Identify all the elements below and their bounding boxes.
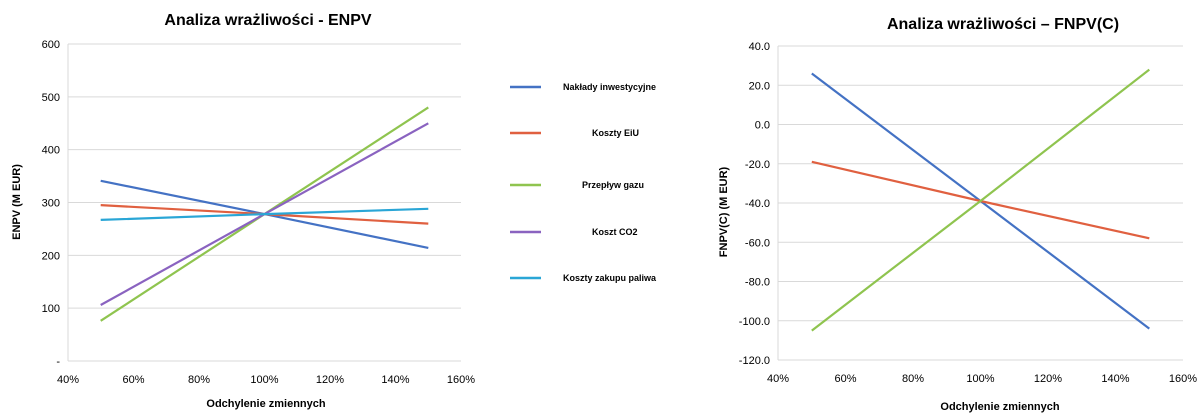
enpv-x-axis-label: Odchylenie zmiennych <box>206 398 325 410</box>
fnpv-x-axis-label: Odchylenie zmiennych <box>940 401 1059 413</box>
fnpv-y-tick-label: -60.0 <box>745 237 770 249</box>
fnpv-x-tick-label: 40% <box>767 373 789 385</box>
enpv-series-lines <box>100 106 429 322</box>
enpv-x-tick-label: 160% <box>447 374 475 386</box>
enpv-y-axis-label: ENPV (M EUR) <box>11 164 23 240</box>
fnpv-x-tick-label: 140% <box>1101 373 1129 385</box>
fnpv-chart: Analiza wrażliwości – FNPV(C) -120.0 -100… <box>718 16 1197 413</box>
legend-label: Przepływ gazu <box>582 180 644 190</box>
enpv-x-tick-label: 120% <box>316 374 344 386</box>
legend-item-naklady: Nakłady inwestycyjne <box>510 82 656 92</box>
enpv-y-ticks: - 100 200 300 400 500 600 <box>42 39 61 368</box>
enpv-series-line-4 <box>100 207 429 221</box>
enpv-gridlines <box>67 43 461 362</box>
enpv-chart-title: Analiza wrażliwości - ENPV <box>164 12 372 29</box>
fnpv-series-line-2 <box>811 68 1150 332</box>
legend-label: Koszty zakupu paliwa <box>563 273 657 283</box>
fnpv-y-axis-label: FNPV(C) (M EUR) <box>718 166 730 257</box>
enpv-x-tick-label: 80% <box>188 374 210 386</box>
fnpv-x-tick-label: 80% <box>902 373 924 385</box>
enpv-y-tick-label: 200 <box>42 250 60 262</box>
enpv-x-ticks: 40% 60% 80% 100% 120% 140% 160% <box>57 374 475 386</box>
legend-item-koszt-co2: Koszt CO2 <box>510 227 638 237</box>
fnpv-x-tick-label: 60% <box>834 373 856 385</box>
legend-item-przeplyw-gazu: Przepływ gazu <box>510 180 644 190</box>
fnpv-y-tick-label: 0.0 <box>755 120 770 132</box>
enpv-x-tick-label: 100% <box>250 374 278 386</box>
enpv-y-tick-label: 500 <box>42 92 60 104</box>
enpv-y-tick-label: 400 <box>42 145 60 157</box>
legend-item-koszty-eiu: Koszty EiU <box>510 128 639 138</box>
fnpv-y-tick-label: 20.0 <box>749 80 770 92</box>
legend-item-koszty-zakupu-paliwa: Koszty zakupu paliwa <box>510 273 657 283</box>
fnpv-x-tick-label: 120% <box>1034 373 1062 385</box>
fnpv-y-tick-label: 40.0 <box>749 41 770 53</box>
enpv-x-tick-label: 40% <box>57 374 79 386</box>
legend-label: Koszty EiU <box>592 128 639 138</box>
fnpv-y-tick-label: -20.0 <box>745 159 770 171</box>
legend-label: Koszt CO2 <box>592 227 638 237</box>
fnpv-y-tick-label: -40.0 <box>745 198 770 210</box>
enpv-y-tick-label: 100 <box>42 303 60 315</box>
fnpv-x-tick-label: 160% <box>1169 373 1197 385</box>
enpv-x-tick-label: 60% <box>122 374 144 386</box>
enpv-y-tick-label: 300 <box>42 198 60 210</box>
fnpv-y-tick-label: -80.0 <box>745 277 770 289</box>
fnpv-y-tick-label: -120.0 <box>739 355 770 367</box>
enpv-x-tick-label: 140% <box>381 374 409 386</box>
fnpv-gridlines <box>777 45 1183 361</box>
fnpv-y-tick-label: -100.0 <box>739 316 770 328</box>
legend-label: Nakłady inwestycyjne <box>563 82 656 92</box>
fnpv-x-ticks: 40% 60% 80% 100% 120% 140% 160% <box>767 373 1197 385</box>
fnpv-series-lines <box>811 68 1150 332</box>
enpv-chart: Analiza wrażliwości - ENPV - 100 200 300 400… <box>11 12 475 410</box>
fnpv-chart-title: Analiza wrażliwości – FNPV(C) <box>887 16 1119 33</box>
fnpv-y-ticks: -120.0 -100.0 -80.0 -60.0 -40.0 -20.0 0.0 20.0 4… <box>739 41 770 367</box>
enpv-y-tick-label: - <box>56 356 60 368</box>
fnpv-x-tick-label: 100% <box>966 373 994 385</box>
legend: Nakłady inwestycyjne Koszty EiU Przepływ… <box>510 82 657 283</box>
enpv-y-tick-label: 600 <box>42 39 60 51</box>
